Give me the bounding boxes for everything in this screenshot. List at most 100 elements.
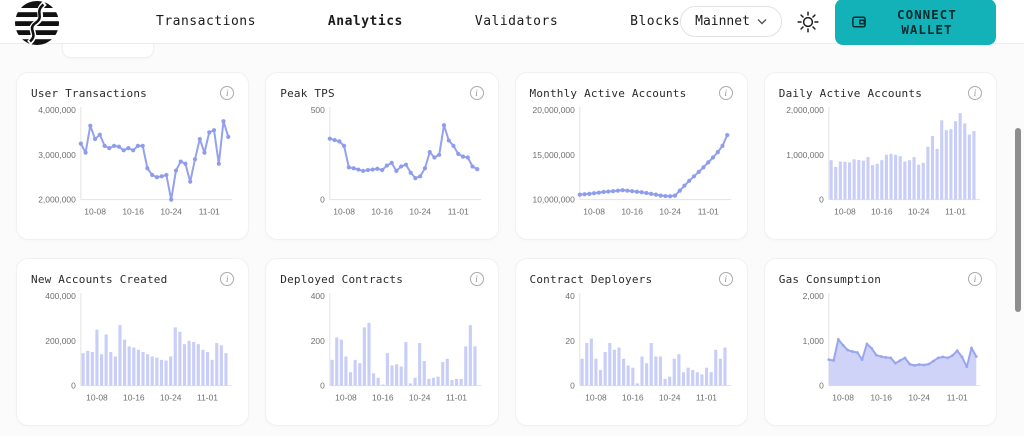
chart-canvas: 40 20 0 10-08 10-16 10-24 11-01	[565, 291, 731, 403]
svg-text:10-16: 10-16	[870, 393, 892, 403]
chart-title: Daily Active Accounts	[778, 86, 923, 100]
nav-item-validators[interactable]: Validators	[474, 14, 559, 29]
svg-text:10-16: 10-16	[621, 393, 643, 403]
svg-text:2,000: 2,000	[802, 291, 823, 301]
chart-canvas: 400 200 0 10-08 10-16 10-24 11-01	[311, 291, 482, 403]
connect-wallet-button[interactable]: CONNECT WALLET	[834, 0, 996, 45]
page-scrollbar[interactable]	[1012, 0, 1024, 436]
svg-text:15,000,000: 15,000,000	[532, 150, 575, 160]
svg-text:10-16: 10-16	[871, 207, 893, 217]
svg-text:10-16: 10-16	[123, 393, 145, 403]
theme-toggle[interactable]	[797, 9, 820, 35]
svg-text:1,000,000: 1,000,000	[786, 150, 824, 160]
svg-text:400,000: 400,000	[45, 291, 76, 301]
svg-text:0: 0	[320, 381, 325, 391]
scrollbar-thumb[interactable]	[1015, 128, 1021, 312]
chart-card-header: Gas Consumption i	[779, 272, 982, 286]
svg-text:400: 400	[311, 291, 325, 301]
svg-text:10-24: 10-24	[160, 207, 182, 217]
chevron-down-icon	[757, 19, 767, 25]
chart-canvas: 2,000 1,000 0 10-08 10-16 10-24 11-01	[802, 291, 981, 403]
svg-text:40: 40	[565, 291, 575, 301]
svg-text:0: 0	[570, 381, 575, 391]
svg-text:4,000,000: 4,000,000	[38, 105, 76, 115]
chart-card-header: New Accounts Created i	[31, 272, 235, 286]
wallet-icon	[851, 15, 866, 28]
svg-text:10-08: 10-08	[583, 207, 605, 217]
chart-title: Gas Consumption	[778, 272, 882, 286]
svg-text:200,000: 200,000	[45, 336, 76, 346]
chart-card: Deployed Contracts i 400 200 0 10-08 10-16 10…	[265, 258, 499, 426]
svg-text:1,000: 1,000	[802, 336, 823, 346]
nav-item-blocks[interactable]: Blocks	[630, 14, 681, 29]
svg-text:10-08: 10-08	[335, 393, 357, 403]
svg-text:10-16: 10-16	[122, 207, 144, 217]
svg-text:10,000,000: 10,000,000	[532, 195, 575, 205]
network-selector-label: Mainnet	[695, 14, 750, 29]
svg-text:10-08: 10-08	[832, 393, 854, 403]
chart-title: Monthly Active Accounts	[529, 86, 687, 100]
nav-item-analytics[interactable]: Analytics	[327, 14, 403, 29]
svg-text:10-24: 10-24	[160, 393, 182, 403]
chart-title: Contract Deployers	[529, 272, 653, 286]
network-selector[interactable]: Mainnet	[680, 6, 782, 37]
info-icon[interactable]: i	[968, 86, 982, 100]
svg-text:10-08: 10-08	[834, 207, 856, 217]
charts-grid: User Transactions i 4,000,000 3,000,000 2,…	[0, 44, 1024, 426]
svg-text:10-16: 10-16	[621, 207, 643, 217]
svg-text:11-01: 11-01	[697, 207, 718, 217]
svg-text:10-24: 10-24	[409, 393, 431, 403]
svg-text:11-01: 11-01	[945, 207, 966, 217]
app-logo-icon[interactable]	[14, 0, 60, 46]
svg-text:10-16: 10-16	[372, 393, 394, 403]
chart-card-header: User Transactions i	[31, 86, 235, 100]
svg-text:10-24: 10-24	[908, 207, 930, 217]
chart-canvas: 4,000,000 3,000,000 2,000,000 10-08 10-16 10-…	[38, 105, 233, 217]
svg-text:11-01: 11-01	[448, 207, 469, 217]
svg-text:20: 20	[565, 336, 575, 346]
info-icon[interactable]: i	[220, 272, 235, 286]
svg-text:10-08: 10-08	[585, 393, 607, 403]
chart-title: New Accounts Created	[31, 272, 168, 286]
info-icon[interactable]: i	[469, 272, 484, 286]
info-icon[interactable]: i	[718, 272, 733, 286]
chart-card-header: Daily Active Accounts i	[779, 86, 982, 100]
svg-text:10-08: 10-08	[86, 393, 108, 403]
info-icon[interactable]: i	[469, 86, 484, 100]
sun-icon	[797, 10, 819, 33]
chart-card: Contract Deployers i 40 20 0 10-08 10-16 10-2…	[514, 258, 748, 426]
chart-card-header: Contract Deployers i	[530, 272, 733, 286]
svg-text:11-01: 11-01	[946, 393, 967, 403]
nav-item-transactions[interactable]: Transactions	[156, 14, 256, 29]
chart-canvas: 500 0 10-08 10-16 10-24 11-01	[311, 105, 482, 217]
chart-card-header: Peak TPS i	[280, 86, 484, 100]
svg-text:11-01: 11-01	[197, 393, 218, 403]
chart-card: New Accounts Created i 400,000 200,000 0 10…	[16, 258, 250, 426]
svg-text:10-24: 10-24	[410, 207, 432, 217]
svg-text:10-08: 10-08	[334, 207, 356, 217]
top-navbar: Transactions Analytics Validators Blocks Ma…	[0, 0, 1024, 46]
svg-text:11-01: 11-01	[696, 393, 717, 403]
chart-canvas: 20,000,000 15,000,000 10,000,000 10-08 10-16…	[532, 105, 731, 217]
svg-text:500: 500	[311, 105, 325, 115]
info-icon[interactable]: i	[718, 86, 733, 100]
info-icon[interactable]: i	[968, 272, 982, 286]
svg-text:0: 0	[819, 195, 824, 205]
chart-card-header: Monthly Active Accounts i	[530, 86, 733, 100]
chart-card: User Transactions i 4,000,000 3,000,000 2,…	[16, 72, 250, 240]
chart-title: Deployed Contracts	[280, 272, 404, 286]
svg-text:2,000,000: 2,000,000	[38, 195, 76, 205]
svg-text:0: 0	[71, 381, 76, 391]
connect-wallet-label: CONNECT WALLET	[897, 6, 957, 37]
svg-text:10-16: 10-16	[372, 207, 394, 217]
svg-text:2,000,000: 2,000,000	[786, 105, 824, 115]
chart-title: User Transactions	[31, 86, 147, 100]
chart-card: Gas Consumption i 2,000 1,000 0 10-08 10-16 1…	[763, 258, 997, 426]
info-icon[interactable]: i	[220, 86, 235, 100]
chart-canvas: 2,000,000 1,000,000 0 10-08 10-16 10-24 11-01	[786, 105, 981, 217]
chart-card: Daily Active Accounts i 2,000,000 1,000,0…	[763, 72, 997, 240]
chart-card: Monthly Active Accounts i 20,000,000 15,0…	[514, 72, 748, 240]
svg-text:11-01: 11-01	[199, 207, 220, 217]
header-actions: Mainnet CONNECT WALLET	[680, 0, 996, 45]
svg-text:3,000,000: 3,000,000	[38, 150, 76, 160]
